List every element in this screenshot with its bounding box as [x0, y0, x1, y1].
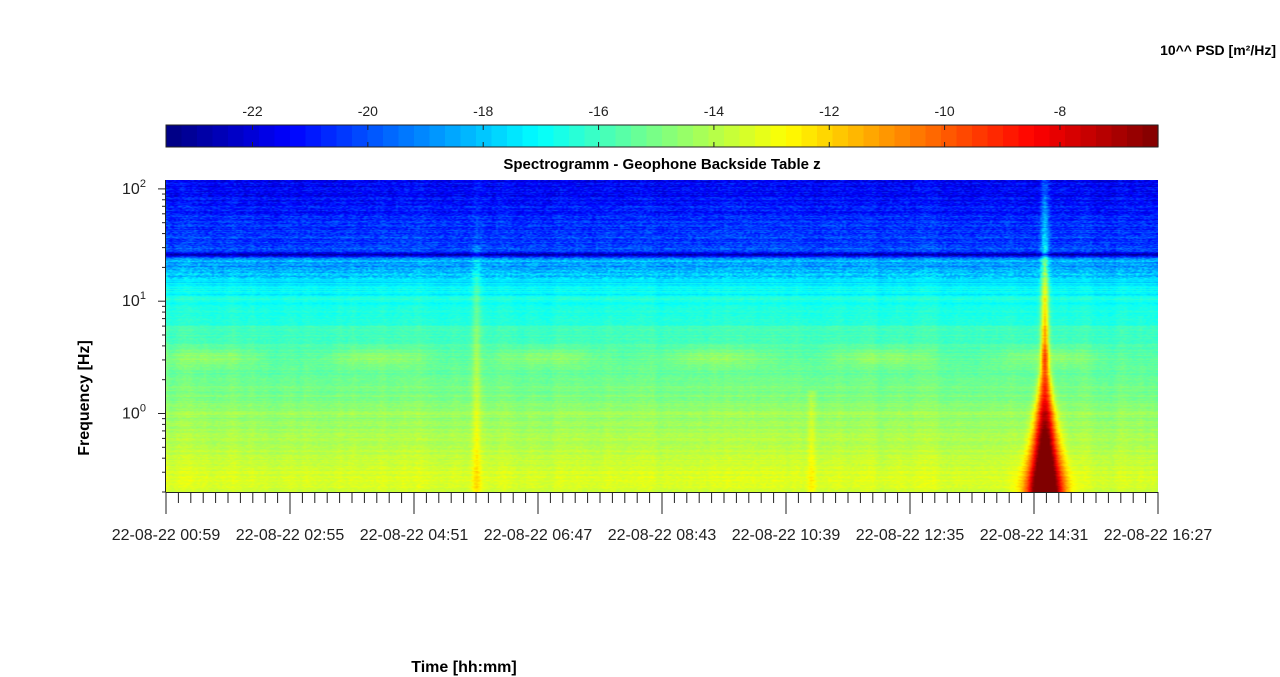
colorbar-swatch: [491, 125, 508, 147]
colorbar-swatch: [352, 125, 369, 147]
colorbar-swatch: [786, 125, 803, 147]
colorbar-swatch: [662, 125, 679, 147]
colorbar-tick-label: -20: [358, 103, 378, 119]
colorbar-swatch: [383, 125, 400, 147]
colorbar-swatch: [181, 125, 198, 147]
y-tick-label: 100: [122, 403, 146, 423]
colorbar-tick-label: -8: [1054, 103, 1067, 119]
colorbar-swatch: [693, 125, 710, 147]
colorbar-swatch: [739, 125, 756, 147]
x-tick-label: 22-08-22 12:35: [856, 527, 965, 544]
colorbar-swatch: [1096, 125, 1113, 147]
colorbar-swatch: [1142, 125, 1159, 147]
x-tick-label: 22-08-22 00:59: [112, 527, 221, 544]
x-tick-label: 22-08-22 14:31: [980, 527, 1089, 544]
colorbar-swatch: [755, 125, 772, 147]
colorbar-swatch: [1034, 125, 1051, 147]
colorbar: -22 -20 -18 -16 -14 -12 -10 -8: [165, 103, 1159, 148]
colorbar-swatch: [1080, 125, 1097, 147]
colorbar-tick-label: -10: [934, 103, 954, 119]
colorbar-swatch: [1049, 125, 1066, 147]
colorbar-swatch: [972, 125, 989, 147]
colorbar-swatch: [770, 125, 787, 147]
colorbar-swatch: [677, 125, 694, 147]
colorbar-tick-label: -16: [588, 103, 608, 119]
x-tick-label: 22-08-22 06:47: [484, 527, 593, 544]
x-tick-label: 22-08-22 08:43: [608, 527, 717, 544]
colorbar-swatch: [445, 125, 462, 147]
colorbar-swatch: [987, 125, 1004, 147]
colorbar-swatch: [212, 125, 229, 147]
colorbar-swatch: [460, 125, 477, 147]
colorbar-swatch: [429, 125, 446, 147]
x-tick-label: 22-08-22 10:39: [732, 527, 841, 544]
colorbar-swatch: [336, 125, 353, 147]
colorbar-swatch: [832, 125, 849, 147]
colorbar-swatch: [1111, 125, 1128, 147]
colorbar-tick-label: -12: [819, 103, 839, 119]
y-tick-label: 102: [122, 178, 146, 198]
colorbar-swatch: [243, 125, 260, 147]
colorbar-swatch: [894, 125, 911, 147]
colorbar-swatch: [941, 125, 958, 147]
colorbar-tick-label: -18: [473, 103, 493, 119]
colorbar-swatch: [848, 125, 865, 147]
colorbar-swatch: [708, 125, 725, 147]
colorbar-swatch: [414, 125, 431, 147]
colorbar-swatch: [817, 125, 834, 147]
colorbar-swatch: [476, 125, 493, 147]
y-axis-label: Frequency [Hz]: [76, 340, 93, 456]
x-axis-label: Time [hh:mm]: [411, 659, 516, 676]
colorbar-swatch: [538, 125, 555, 147]
x-tick-label: 22-08-22 04:51: [360, 527, 469, 544]
colorbar-swatch: [166, 125, 183, 147]
colorbar-label: 10^^ PSD [m²/Hz]: [1160, 42, 1276, 58]
y-axis: 100 101 102: [122, 178, 166, 493]
colorbar-swatch: [724, 125, 741, 147]
x-tick-label: 22-08-22 02:55: [236, 527, 345, 544]
colorbar-swatch: [631, 125, 648, 147]
colorbar-swatch: [956, 125, 973, 147]
x-tick-label: 22-08-22 16:27: [1104, 527, 1213, 544]
colorbar-swatch: [584, 125, 601, 147]
colorbar-swatch: [569, 125, 586, 147]
colorbar-swatch: [600, 125, 617, 147]
colorbar-swatch: [863, 125, 880, 147]
colorbar-swatch: [879, 125, 896, 147]
chart-title: Spectrogramm - Geophone Backside Table z: [503, 156, 820, 173]
colorbar-swatch: [615, 125, 632, 147]
colorbar-swatch: [274, 125, 291, 147]
colorbar-swatch: [305, 125, 322, 147]
spectrogram-heatmap: [166, 180, 1158, 492]
colorbar-swatch: [507, 125, 524, 147]
x-axis: 22-08-22 00:59 22-08-22 02:55 22-08-22 04:…: [112, 492, 1213, 544]
colorbar-swatch: [910, 125, 927, 147]
colorbar-swatch: [925, 125, 942, 147]
colorbar-tick-label: -14: [704, 103, 724, 119]
colorbar-swatch: [553, 125, 570, 147]
colorbar-swatch: [1003, 125, 1020, 147]
colorbar-swatch: [522, 125, 539, 147]
colorbar-swatch: [1065, 125, 1082, 147]
y-tick-label: 101: [122, 290, 146, 310]
colorbar-swatch: [290, 125, 307, 147]
colorbar-swatch: [197, 125, 214, 147]
colorbar-swatch: [398, 125, 415, 147]
colorbar-swatch: [801, 125, 818, 147]
colorbar-swatch: [1127, 125, 1144, 147]
colorbar-swatch: [321, 125, 338, 147]
colorbar-swatch: [646, 125, 663, 147]
colorbar-swatch: [1018, 125, 1035, 147]
colorbar-tick-label: -22: [242, 103, 262, 119]
colorbar-swatch: [228, 125, 245, 147]
colorbar-swatch: [259, 125, 276, 147]
colorbar-swatch: [367, 125, 384, 147]
